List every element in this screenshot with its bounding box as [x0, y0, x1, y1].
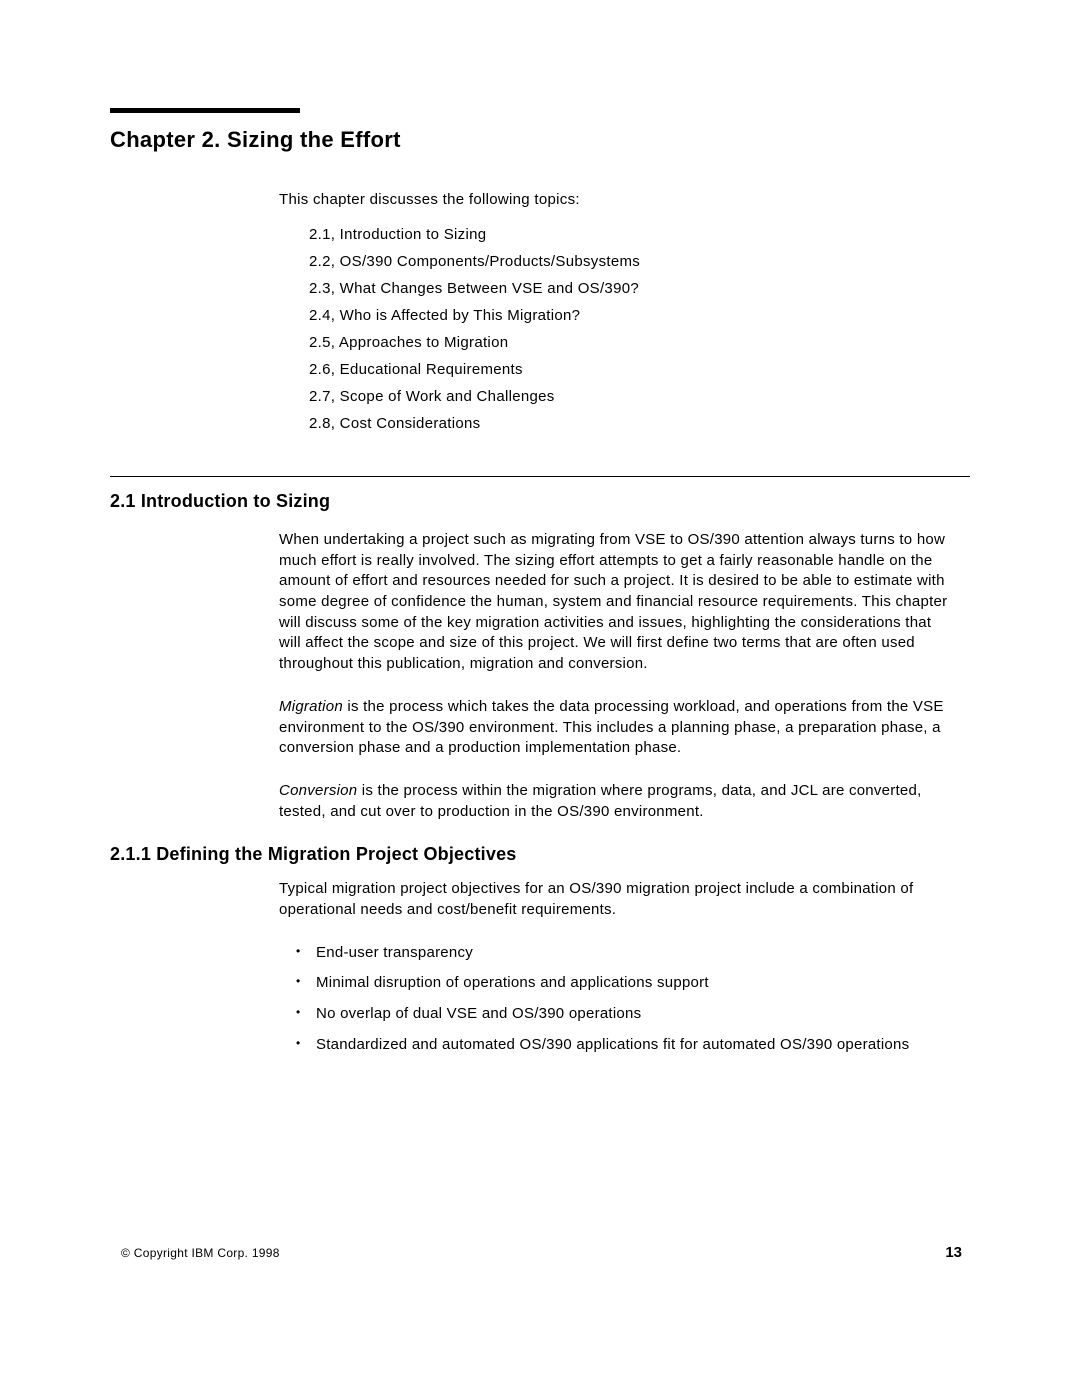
- subsection-2-1-1-intro: Typical migration project objectives for…: [279, 879, 956, 920]
- section-heading-2-1: 2.1 Introduction to Sizing: [110, 491, 956, 512]
- paragraph-text: is the process within the migration wher…: [279, 782, 922, 820]
- subsection-heading-2-1-1: 2.1.1 Defining the Migration Project Obj…: [110, 844, 956, 865]
- chapter-intro-line: This chapter discusses the following top…: [279, 191, 956, 208]
- page-number: 13: [945, 1244, 962, 1261]
- chapter-topic-list: 2.1, Introduction to Sizing 2.2, OS/390 …: [309, 226, 956, 432]
- topic-item: 2.1, Introduction to Sizing: [309, 226, 956, 243]
- defined-term: Conversion: [279, 782, 357, 799]
- defined-term: Migration: [279, 698, 343, 715]
- list-item: Minimal disruption of operations and app…: [296, 973, 956, 994]
- topic-item: 2.2, OS/390 Components/Products/Subsyste…: [309, 253, 956, 270]
- paragraph: When undertaking a project such as migra…: [279, 530, 956, 675]
- section-2-1-body: When undertaking a project such as migra…: [279, 530, 956, 822]
- list-item: No overlap of dual VSE and OS/390 operat…: [296, 1004, 956, 1025]
- copyright-text: © Copyright IBM Corp. 1998: [121, 1246, 280, 1260]
- paragraph: Migration is the process which takes the…: [279, 697, 956, 759]
- topic-item: 2.4, Who is Affected by This Migration?: [309, 307, 956, 324]
- paragraph-text: is the process which takes the data proc…: [279, 698, 944, 756]
- list-item: End-user transparency: [296, 943, 956, 964]
- chapter-title: Chapter 2. Sizing the Effort: [110, 127, 956, 153]
- topic-item: 2.3, What Changes Between VSE and OS/390…: [309, 280, 956, 297]
- topic-item: 2.5, Approaches to Migration: [309, 334, 956, 351]
- list-item: Standardized and automated OS/390 applic…: [296, 1035, 956, 1056]
- copyright-label: Copyright IBM Corp. 1998: [130, 1246, 280, 1260]
- document-page: Chapter 2. Sizing the Effort This chapte…: [0, 0, 1080, 1397]
- section-rule: [110, 476, 970, 477]
- page-footer: © Copyright IBM Corp. 1998 13: [107, 1244, 962, 1261]
- paragraph: Conversion is the process within the mig…: [279, 781, 956, 822]
- topic-item: 2.6, Educational Requirements: [309, 361, 956, 378]
- objectives-list: End-user transparency Minimal disruption…: [296, 943, 956, 1056]
- chapter-rule: [110, 108, 300, 113]
- copyright-icon: ©: [121, 1246, 130, 1260]
- paragraph: Typical migration project objectives for…: [279, 879, 956, 920]
- topic-item: 2.8, Cost Considerations: [309, 415, 956, 432]
- topic-item: 2.7, Scope of Work and Challenges: [309, 388, 956, 405]
